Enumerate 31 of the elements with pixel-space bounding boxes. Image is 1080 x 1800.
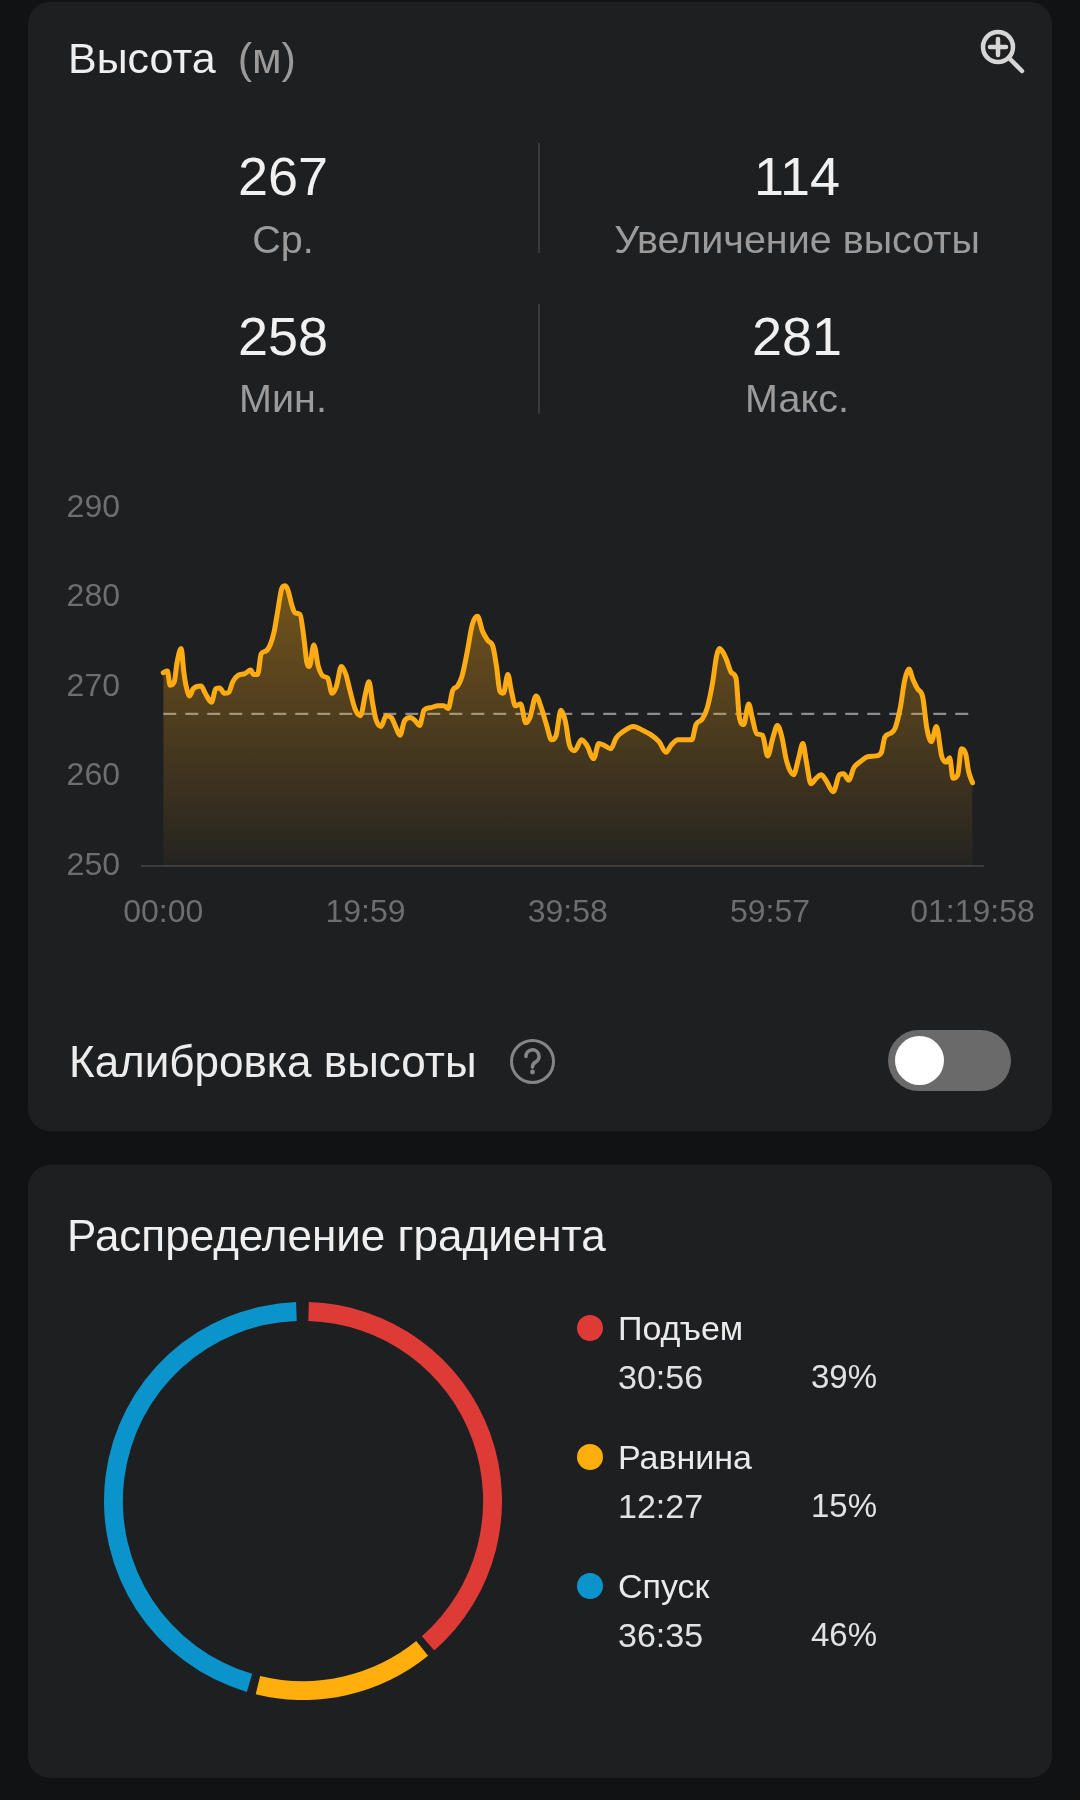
text: 36:35 [618, 1616, 704, 1654]
y-tick-label: 270 [66, 666, 120, 703]
text: 114 [753, 146, 841, 206]
y-tick-label: 260 [66, 756, 120, 793]
text: Макс. [745, 376, 849, 420]
legend-label: Подъем [618, 1309, 744, 1347]
x-tick-label: 59:57 [729, 893, 811, 930]
x-tick-label: 19:59 [325, 893, 406, 930]
text: 15% [811, 1487, 878, 1524]
x-tick-label: 39:58 [527, 893, 608, 930]
text: 281 [751, 306, 843, 366]
text: 30:56 [618, 1358, 704, 1396]
text: Мин. [239, 376, 327, 420]
legend-label: Спуск [618, 1567, 710, 1605]
x-tick-label: 01:19:58 [910, 893, 1035, 930]
text: Калибровка высоты [69, 1037, 477, 1086]
text: 46% [811, 1616, 878, 1653]
y-tick-label: 250 [66, 845, 120, 882]
chart-subtitle: (м) [237, 34, 296, 82]
text: Ср. [252, 217, 314, 261]
y-tick-label: 290 [66, 487, 120, 524]
text: Увеличение высоты [614, 217, 980, 261]
legend-label: Равнина [618, 1438, 752, 1476]
y-tick-label: 280 [66, 577, 120, 614]
text: 39% [811, 1358, 878, 1395]
chart-title: Распределение градиента [67, 1211, 606, 1260]
text: 267 [237, 146, 329, 206]
text: 12:27 [618, 1487, 704, 1525]
text: 258 [237, 306, 329, 366]
x-tick-label: 00:00 [123, 893, 204, 930]
chart-title: Высота [68, 34, 216, 82]
